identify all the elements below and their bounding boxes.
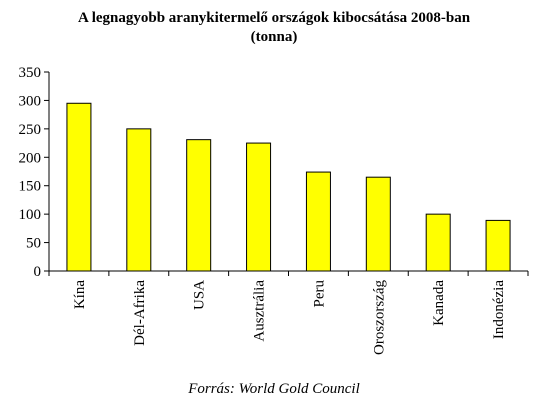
bar [485, 219, 511, 272]
y-axis: 0 50 100 150 200 250 300 350 [19, 65, 50, 280]
x-category-label: Peru [311, 280, 327, 308]
x-category-label: Kanada [431, 280, 447, 326]
bar [365, 176, 391, 272]
y-tick-label: 100 [19, 207, 42, 223]
bar [425, 213, 451, 272]
y-tick-label: 50 [26, 236, 41, 252]
y-tick-label: 250 [19, 122, 42, 138]
source-note: Forrás: World Gold Council [187, 381, 360, 397]
x-category-label: Ausztrália [252, 280, 268, 342]
bar [246, 142, 272, 272]
x-category-label: USA [192, 280, 208, 310]
y-tick-label: 0 [34, 264, 42, 280]
bar [186, 139, 212, 272]
bars [66, 102, 511, 272]
y-tick-label: 200 [19, 150, 42, 166]
x-category-label: Kína [72, 280, 88, 310]
x-axis: Kína Dél-Afrika USA Ausztrália Peru Oroszorsz… [48, 270, 529, 355]
bar [305, 171, 331, 272]
chart-subtitle: (tonna) [251, 29, 298, 45]
x-category-label: Indonézia [491, 280, 507, 339]
y-tick-label: 150 [19, 179, 42, 195]
bar [66, 102, 92, 272]
y-tick-label: 300 [19, 93, 42, 109]
x-category-label: Oroszország [371, 280, 387, 355]
x-category-label: Dél-Afrika [132, 280, 148, 346]
chart-title: A legnagyobb aranykitermelő országok kib… [78, 10, 471, 26]
bar [126, 128, 152, 272]
y-tick-label: 350 [19, 65, 42, 81]
